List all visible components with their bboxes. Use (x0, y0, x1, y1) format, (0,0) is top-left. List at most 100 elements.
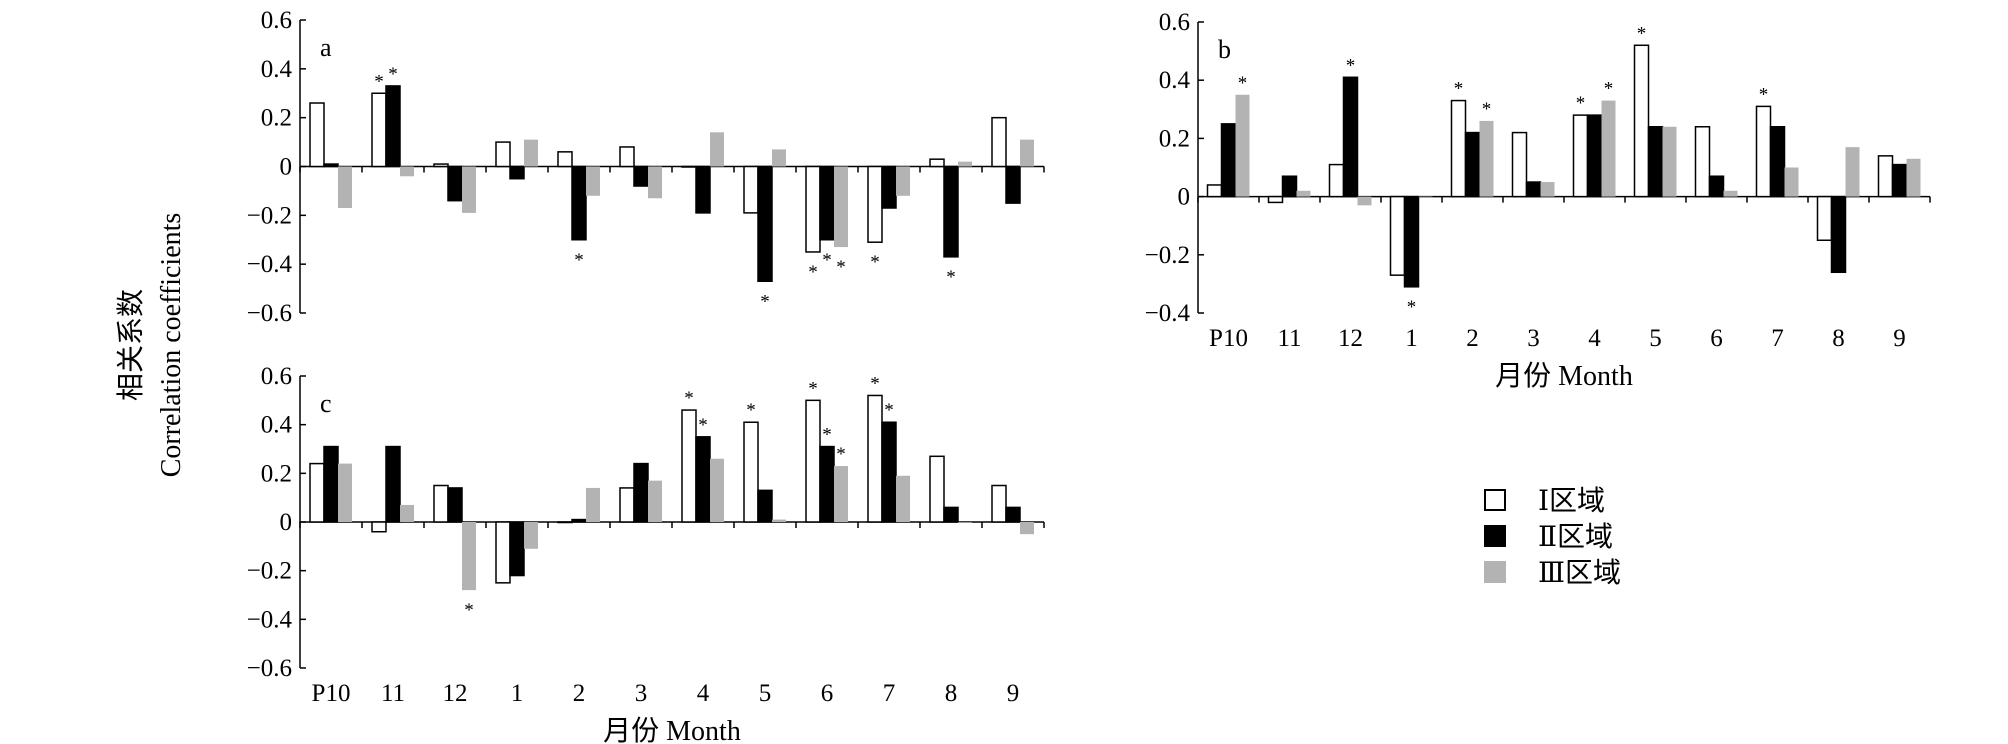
bar-region-3 (400, 504, 414, 522)
bar-region-3 (1296, 190, 1311, 197)
bar-region-3 (400, 166, 414, 177)
x-tick-label: 3 (635, 680, 648, 707)
bar-region-2 (881, 421, 897, 523)
y-tick-label: 0.6 (261, 363, 292, 390)
x-tick-label: 9 (1893, 325, 1906, 352)
bar-region-3 (1540, 182, 1555, 197)
x-tick-label: 11 (381, 680, 405, 707)
bar-region-1 (743, 165, 759, 214)
panel-a: a0.60.40.20−0.2−0.4−0.6** ******* (247, 7, 1045, 327)
bar-region-3 (1601, 100, 1616, 197)
bar-region-3 (834, 466, 848, 522)
bar-region-1 (371, 521, 387, 533)
bar-region-1 (433, 484, 449, 523)
bar-region-1 (743, 421, 759, 523)
bar-region-3 (958, 522, 972, 523)
y-tick-label: −0.4 (247, 606, 293, 633)
bar-region-1 (1450, 99, 1467, 198)
significance-marker: * (1238, 73, 1248, 94)
legend: Ⅰ区域 Ⅱ区域 Ⅲ区域 (1484, 485, 1621, 589)
significance-marker: * (1454, 79, 1464, 100)
significance-marker: * (836, 257, 846, 278)
y-tick-label: −0.2 (247, 558, 292, 585)
bar-region-3 (586, 166, 600, 196)
bar-region-3 (1020, 139, 1034, 167)
bar-region-2 (757, 165, 773, 283)
bar-region-1 (1633, 44, 1650, 198)
significance-marker: * (464, 600, 474, 621)
x-tick-label: 1 (1405, 325, 1418, 352)
bar-region-3 (1784, 167, 1799, 197)
panel-b: b0.60.40.20−0.2−0.4*********P10 11 12 1 2 3 4 5… (1145, 9, 1931, 392)
significance-marker: * (870, 252, 880, 273)
bar-region-3 (896, 166, 910, 196)
legend-label-region-2: Ⅱ区域 (1538, 521, 1613, 553)
bar-region-3 (958, 161, 972, 167)
bar-region-1 (1877, 155, 1894, 198)
x-tick-label: 4 (1588, 325, 1601, 352)
bar-region-2 (385, 445, 401, 523)
bar-region-3 (710, 132, 724, 167)
bar-region-1 (371, 92, 387, 168)
x-tick-label: 11 (1277, 325, 1301, 352)
y-tick-label: 0.2 (261, 460, 292, 487)
bar-region-2 (819, 165, 835, 241)
x-tick-label: 12 (1338, 325, 1363, 352)
bar-region-1 (1816, 195, 1833, 242)
bar-region-2 (447, 487, 463, 523)
bar-region-1 (681, 165, 697, 168)
y-axis-title-en: Correlation coefficients (156, 213, 187, 478)
bar-region-2 (1342, 76, 1359, 198)
significance-marker: * (388, 64, 398, 85)
bar-region-1 (495, 141, 511, 168)
bar-region-1 (1328, 163, 1345, 198)
y-tick-label: −0.6 (247, 655, 292, 682)
bar-region-1 (681, 409, 697, 523)
y-tick-label: 0.2 (261, 105, 292, 132)
significance-marker: * (1407, 297, 1417, 318)
y-tick-label: 0.6 (1159, 9, 1190, 36)
bar-region-3 (462, 522, 476, 591)
y-tick-label: 0.4 (1159, 67, 1191, 94)
panel-label-b: b (1218, 35, 1231, 64)
panel-label-c: c (320, 389, 332, 418)
y-tick-label: 0 (280, 509, 293, 536)
bar-region-1 (1511, 131, 1528, 198)
bar-region-2 (1891, 163, 1908, 198)
bar-region-1 (1206, 184, 1223, 198)
x-tick-label: 7 (883, 680, 896, 707)
significance-marker: * (1637, 23, 1647, 44)
bar-region-1 (805, 399, 821, 523)
bar-region-2 (1708, 175, 1725, 198)
significance-marker: * (884, 400, 894, 421)
bar-region-2 (695, 165, 711, 214)
bar-region-1 (991, 116, 1007, 168)
bar-region-3 (1723, 190, 1738, 197)
significance-marker: * (870, 373, 880, 394)
bar-region-2 (1769, 126, 1786, 198)
bar-region-2 (1586, 114, 1603, 198)
bar-region-3 (1845, 147, 1860, 197)
y-tick-label: 0.6 (261, 7, 292, 34)
bar-region-3 (710, 458, 724, 522)
bar-region-2 (1281, 175, 1298, 198)
bar-region-2 (1830, 195, 1847, 274)
bar-region-1 (557, 151, 573, 168)
y-axis-title: 相关系数 Correlation coefficients (115, 213, 187, 478)
bar-region-2 (571, 165, 587, 241)
y-tick-label: 0.4 (261, 412, 293, 439)
bar-region-3 (648, 480, 662, 522)
bar-region-3 (648, 166, 662, 199)
bar-region-2 (695, 436, 711, 523)
y-tick-label: 0 (280, 154, 293, 181)
bar-region-1 (1389, 195, 1406, 276)
bar-region-1 (619, 487, 635, 523)
legend-swatch-region-3 (1484, 561, 1506, 583)
bar-region-1 (991, 484, 1007, 523)
x-tick-label: 3 (1527, 325, 1540, 352)
significance-marker: * (1576, 93, 1586, 114)
bar-region-3 (772, 519, 786, 522)
significance-marker: * (760, 291, 770, 312)
bar-region-3 (772, 149, 786, 167)
bar-region-3 (1479, 120, 1494, 197)
